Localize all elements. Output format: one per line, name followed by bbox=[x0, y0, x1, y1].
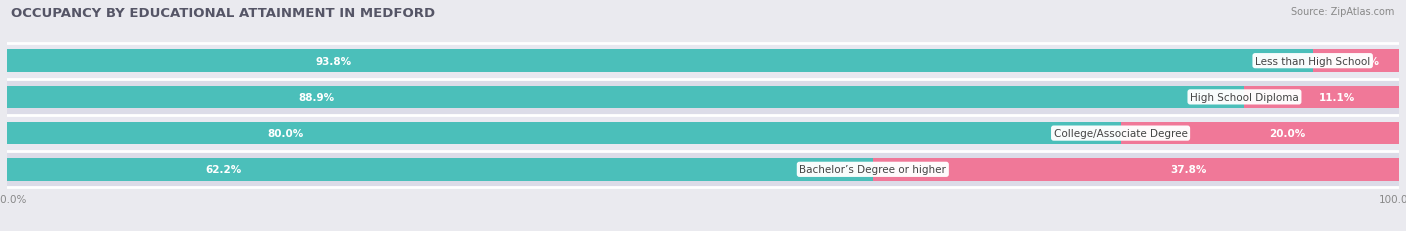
Bar bbox=[7, 79, 1399, 116]
Text: 62.2%: 62.2% bbox=[205, 165, 242, 175]
Bar bbox=[7, 86, 1244, 109]
Text: Source: ZipAtlas.com: Source: ZipAtlas.com bbox=[1291, 7, 1395, 17]
Bar bbox=[7, 152, 1399, 188]
Bar bbox=[7, 43, 1399, 79]
Text: 80.0%: 80.0% bbox=[267, 128, 304, 139]
Text: High School Diploma: High School Diploma bbox=[1189, 92, 1299, 103]
Text: OCCUPANCY BY EDUCATIONAL ATTAINMENT IN MEDFORD: OCCUPANCY BY EDUCATIONAL ATTAINMENT IN M… bbox=[11, 7, 436, 20]
Text: 88.9%: 88.9% bbox=[298, 92, 335, 103]
Bar bbox=[1244, 86, 1399, 109]
Text: 6.2%: 6.2% bbox=[1350, 56, 1379, 66]
Bar bbox=[7, 158, 873, 181]
Bar bbox=[7, 50, 1313, 73]
Text: 37.8%: 37.8% bbox=[1170, 165, 1206, 175]
Bar bbox=[1121, 122, 1399, 145]
Text: 11.1%: 11.1% bbox=[1319, 92, 1355, 103]
Text: Bachelor’s Degree or higher: Bachelor’s Degree or higher bbox=[800, 165, 946, 175]
Bar bbox=[7, 116, 1399, 152]
Text: College/Associate Degree: College/Associate Degree bbox=[1053, 128, 1188, 139]
Bar bbox=[1313, 50, 1399, 73]
Bar bbox=[873, 158, 1399, 181]
Text: 93.8%: 93.8% bbox=[315, 56, 352, 66]
Text: Less than High School: Less than High School bbox=[1256, 56, 1371, 66]
Bar bbox=[7, 122, 1121, 145]
Text: 20.0%: 20.0% bbox=[1270, 128, 1306, 139]
